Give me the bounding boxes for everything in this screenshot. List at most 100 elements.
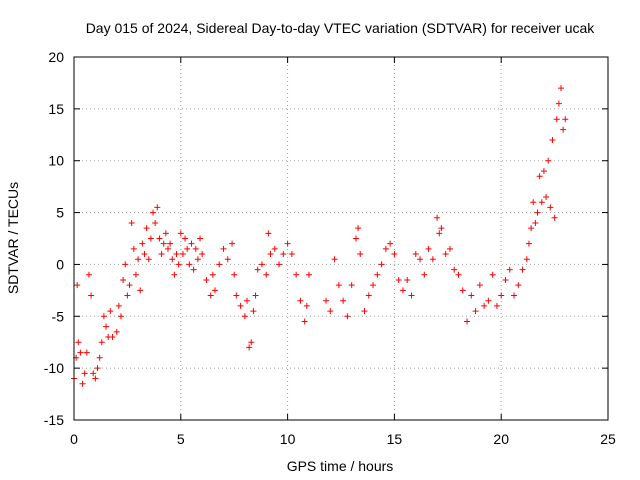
y-tick-label: -5	[52, 308, 65, 324]
data-point	[250, 308, 257, 315]
data-point	[284, 240, 291, 247]
data-point	[94, 365, 101, 372]
chart-title: Day 015 of 2024, Sidereal Day-to-day VTE…	[86, 20, 596, 36]
data-point	[107, 308, 114, 315]
x-tick-label: 20	[493, 431, 509, 447]
x-axis-label: GPS time / hours	[287, 458, 394, 474]
data-point	[175, 261, 182, 268]
data-point	[436, 230, 443, 237]
data-point	[96, 354, 103, 361]
data-point	[523, 256, 530, 263]
data-point	[429, 256, 436, 263]
plot-frame	[73, 56, 609, 421]
data-point	[122, 261, 129, 268]
y-tick-label: 10	[48, 153, 64, 169]
data-point	[74, 282, 81, 289]
data-point	[103, 323, 110, 330]
data-point	[137, 287, 144, 294]
data-point	[515, 282, 522, 289]
data-point	[357, 251, 364, 258]
data-point	[171, 271, 178, 278]
data-point	[135, 256, 142, 263]
data-point	[506, 266, 513, 273]
data-point	[128, 219, 135, 226]
data-point	[186, 261, 193, 268]
data-point	[399, 287, 406, 294]
data-point	[502, 276, 509, 283]
y-axis-label: SDTVAR / TECUs	[5, 182, 21, 294]
data-point	[130, 245, 137, 252]
data-point	[177, 230, 184, 237]
x-tick-label: 10	[280, 431, 296, 447]
data-point	[173, 251, 180, 258]
data-point	[382, 245, 389, 252]
data-point	[293, 271, 300, 278]
data-point	[152, 219, 159, 226]
data-point	[540, 168, 547, 175]
data-point	[139, 240, 146, 247]
data-point	[229, 240, 236, 247]
data-point	[327, 308, 334, 315]
data-point	[558, 85, 565, 92]
data-point	[75, 339, 82, 346]
data-point	[244, 297, 251, 304]
data-point	[348, 282, 355, 289]
y-tick-label: -15	[44, 412, 64, 428]
data-point	[468, 292, 475, 299]
data-point	[387, 240, 394, 247]
data-point	[536, 173, 543, 180]
axis-ticks	[73, 56, 609, 421]
data-point	[147, 235, 154, 242]
data-point	[493, 302, 500, 309]
data-point	[220, 245, 227, 252]
data-point	[519, 266, 526, 273]
grid	[74, 57, 608, 420]
data-point	[246, 344, 253, 351]
data-point	[90, 370, 97, 377]
data-point	[545, 157, 552, 164]
data-point	[79, 380, 86, 387]
data-point	[98, 339, 105, 346]
data-point	[434, 214, 441, 221]
data-point	[224, 256, 231, 263]
data-point	[141, 251, 148, 258]
data-point	[109, 334, 116, 341]
data-point	[361, 308, 368, 315]
data-point	[145, 256, 152, 263]
x-tick-label: 25	[600, 431, 616, 447]
data-point	[216, 261, 223, 268]
data-point	[553, 116, 560, 123]
data-point	[331, 256, 338, 263]
data-point	[197, 235, 204, 242]
data-point	[280, 251, 287, 258]
data-point	[323, 297, 330, 304]
data-point	[530, 199, 537, 206]
data-point	[158, 251, 165, 258]
data-point	[451, 266, 458, 273]
data-point	[188, 240, 195, 247]
data-point	[77, 349, 84, 356]
data-point	[132, 271, 139, 278]
data-point	[211, 287, 218, 294]
data-point	[489, 271, 496, 278]
data-point	[391, 251, 398, 258]
data-point	[182, 235, 189, 242]
y-tick-label: 0	[56, 256, 64, 272]
x-tick-labels: 0 5 10 15 20 25	[70, 431, 616, 447]
data-points	[71, 85, 569, 387]
data-point	[344, 313, 351, 320]
data-point	[265, 230, 272, 237]
data-point	[248, 339, 255, 346]
y-tick-label: -10	[44, 360, 64, 376]
data-point	[438, 225, 445, 232]
data-point	[156, 235, 163, 242]
data-point	[271, 245, 278, 252]
data-point	[370, 282, 377, 289]
data-point	[154, 204, 161, 211]
x-tick-label: 15	[387, 431, 403, 447]
data-point	[115, 302, 122, 309]
data-point	[194, 256, 201, 263]
data-point	[209, 271, 216, 278]
data-point	[100, 313, 107, 320]
